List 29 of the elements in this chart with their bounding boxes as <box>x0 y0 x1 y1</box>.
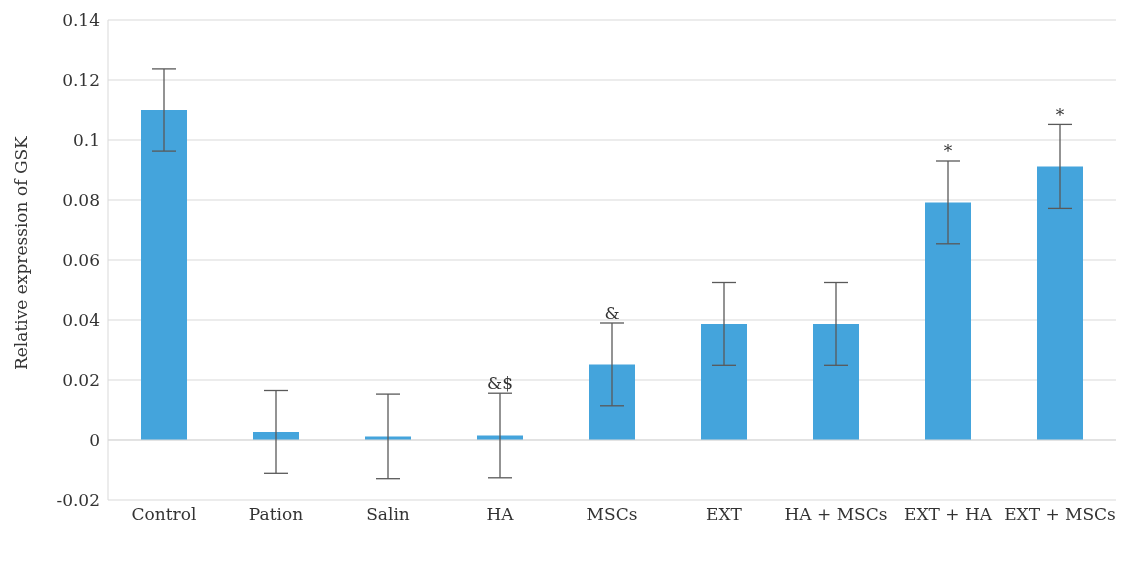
annotation: &$ <box>487 373 513 394</box>
bar <box>925 202 971 440</box>
annotation: * <box>943 141 953 161</box>
bar <box>1037 166 1083 440</box>
y-axis-title: Relative expression of GSK <box>11 135 32 370</box>
annotation: & <box>604 303 620 323</box>
x-tick-label: HA <box>486 504 515 525</box>
y-tick-label: 0.06 <box>62 250 100 271</box>
y-tick-label: -0.02 <box>56 490 100 511</box>
y-tick-label: 0.04 <box>62 310 100 331</box>
x-tick-label: EXT + HA <box>903 504 993 525</box>
bar <box>813 323 859 440</box>
bar <box>589 364 635 440</box>
y-tick-label: 0.02 <box>62 370 100 391</box>
y-tick-label: 0.1 <box>72 130 100 151</box>
annotation: * <box>1055 105 1065 125</box>
bar <box>141 110 187 440</box>
y-tick-label: 0.08 <box>62 190 100 211</box>
bar <box>701 323 747 440</box>
x-tick-label: HA + MSCs <box>784 504 888 525</box>
x-tick-label: Control <box>131 504 197 525</box>
x-tick-label: Salin <box>366 504 410 525</box>
x-tick-label: EXT <box>706 504 743 525</box>
y-tick-label: 0 <box>89 430 100 451</box>
y-tick-label: 0.12 <box>62 70 100 91</box>
x-tick-label: MSCs <box>586 504 638 525</box>
x-tick-label: EXT + MSCs <box>1004 504 1116 525</box>
y-tick-label: 0.14 <box>62 10 100 31</box>
x-tick-label: Pation <box>248 504 304 525</box>
